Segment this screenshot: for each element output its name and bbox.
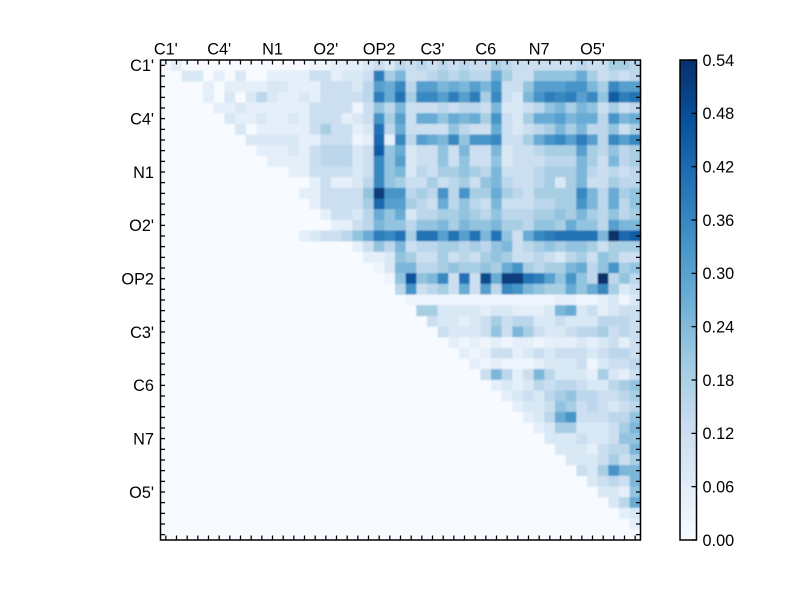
- svg-text:N1: N1: [262, 41, 283, 59]
- svg-text:C3': C3': [421, 41, 445, 59]
- svg-text:N7: N7: [529, 41, 550, 59]
- svg-text:OP2: OP2: [121, 271, 154, 289]
- svg-text:0.54: 0.54: [703, 52, 735, 70]
- svg-text:N7: N7: [133, 431, 154, 449]
- svg-text:0.36: 0.36: [703, 212, 735, 230]
- svg-text:C4': C4': [130, 111, 154, 129]
- svg-text:C6: C6: [475, 41, 496, 59]
- svg-text:0.30: 0.30: [703, 265, 735, 283]
- svg-text:O5': O5': [129, 484, 154, 502]
- svg-text:O2': O2': [313, 41, 338, 59]
- svg-text:0.24: 0.24: [703, 319, 735, 337]
- svg-text:N1: N1: [133, 164, 154, 182]
- svg-text:0.18: 0.18: [703, 372, 735, 390]
- svg-text:C4': C4': [207, 41, 231, 59]
- svg-text:0.42: 0.42: [703, 159, 735, 177]
- svg-text:O5': O5': [580, 41, 605, 59]
- svg-text:C3': C3': [130, 324, 154, 342]
- svg-text:0.06: 0.06: [703, 479, 735, 497]
- svg-text:0.00: 0.00: [703, 532, 735, 550]
- svg-text:0.12: 0.12: [703, 425, 735, 443]
- svg-text:C6: C6: [133, 377, 154, 395]
- svg-text:OP2: OP2: [363, 41, 396, 59]
- svg-text:0.48: 0.48: [703, 105, 735, 123]
- svg-text:O2': O2': [129, 217, 154, 235]
- svg-text:C1': C1': [130, 57, 154, 75]
- svg-text:C1': C1': [154, 41, 178, 59]
